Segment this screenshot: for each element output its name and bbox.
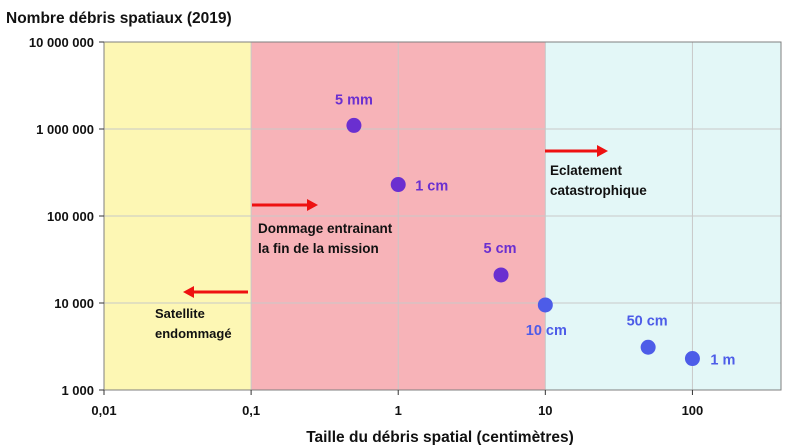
zone-label-1-line-0: Dommage entrainant: [258, 221, 393, 236]
point-5: [684, 351, 700, 367]
point-label-0: 5 mm: [335, 92, 373, 108]
y-tick-label-0: 1 000: [61, 383, 94, 398]
x-axis-label: Taille du débris spatial (centimètres): [306, 429, 574, 445]
zone-label-0-line-1: endommagé: [155, 326, 232, 341]
arrow-head-1: [307, 199, 318, 211]
y-axis-ticks: 1 000 10 000 100 000 1 000 000 10 000 000: [29, 35, 104, 398]
x-tick-label-4: 100: [682, 403, 704, 418]
point-label-2: 5 cm: [484, 241, 517, 257]
chart-title: Nombre débris spatiaux (2019): [6, 10, 232, 27]
data-points: 5 mm 1 cm 5 cm 10 cm 50 cm 1 m: [335, 92, 735, 368]
zone-label-1-line-1: la fin de la mission: [258, 241, 379, 256]
x-tick-label-0: 0,01: [91, 403, 116, 418]
point-3: [537, 297, 553, 313]
point-4: [640, 339, 656, 355]
zone-arrows: [183, 145, 608, 298]
arrow-head-2: [597, 145, 608, 157]
x-axis-ticks: 0,01 0,1 1 10 100: [91, 390, 703, 418]
arrow-head-0: [183, 286, 194, 298]
y-tick-label-3: 1 000 000: [36, 122, 94, 137]
x-tick-label-1: 0,1: [242, 403, 260, 418]
point-label-1: 1 cm: [415, 179, 448, 195]
zone-label-2-line-0: Eclatement: [550, 163, 623, 178]
point-0: [346, 117, 362, 133]
point-2: [493, 267, 509, 283]
point-label-3: 10 cm: [526, 323, 567, 339]
x-tick-label-2: 1: [395, 403, 402, 418]
point-label-4: 50 cm: [627, 313, 668, 329]
x-tick-label-3: 10: [538, 403, 552, 418]
point-1: [390, 177, 406, 193]
zone-label-2-line-1: catastrophique: [550, 183, 647, 198]
y-tick-label-1: 10 000: [54, 296, 94, 311]
y-tick-label-4: 10 000 000: [29, 35, 94, 50]
point-label-5: 1 m: [710, 353, 735, 369]
zone-labels: Satellite endommagé Dommage entrainant la f…: [155, 163, 647, 341]
zone-label-0-line-0: Satellite: [155, 306, 205, 321]
y-tick-label-2: 100 000: [47, 209, 94, 224]
